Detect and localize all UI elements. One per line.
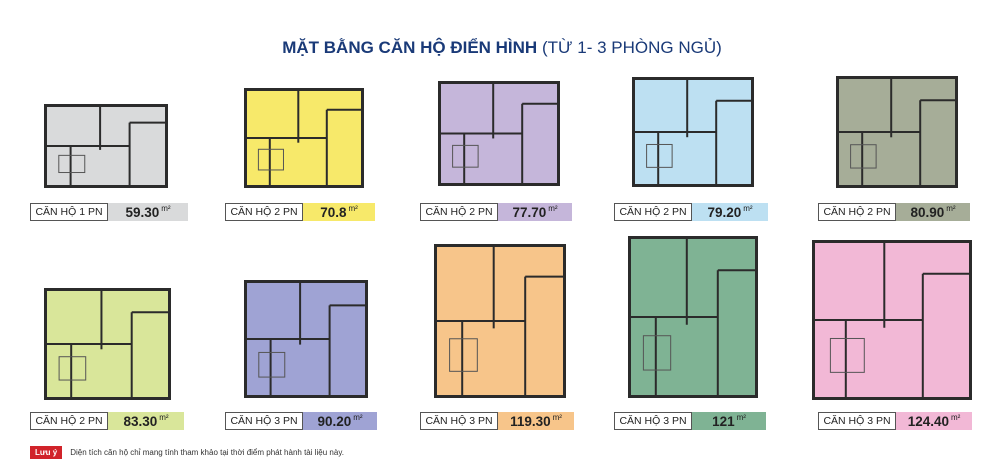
floor-plan-image (628, 236, 758, 398)
unit-name: CĂN HỘ 3 PN (818, 412, 896, 430)
unit-area: 79.20 (707, 204, 742, 220)
unit-label: CĂN HỘ 1 PN 59.30 m² (30, 203, 188, 221)
unit-label: CĂN HỘ 3 PN 90.20 m² (225, 412, 377, 430)
unit-label: CĂN HỘ 2 PN 79.20 m² (614, 203, 768, 221)
floor-plan-image (434, 244, 566, 398)
bed-shape (58, 356, 87, 381)
unit-label: CĂN HỘ 2 PN 77.70 m² (420, 203, 572, 221)
unit-area: 80.90 (910, 204, 945, 220)
bed-shape (642, 335, 672, 371)
unit-area: 90.20 (317, 413, 352, 429)
floor-plan-image (44, 288, 171, 400)
unit-suffix: m² (736, 412, 746, 422)
unit-suffix: m² (161, 203, 171, 213)
unit-area-box: 121 m² (692, 412, 766, 430)
unit-area-box: 70.8 m² (303, 203, 375, 221)
plan-walls (247, 283, 365, 395)
note-text: Diện tích căn hộ chỉ mang tính tham khảo… (70, 448, 344, 457)
floor-plan-image (836, 76, 958, 188)
unit-name: CĂN HỘ 2 PN (225, 203, 303, 221)
bed-shape (449, 338, 478, 372)
plan-walls (631, 239, 755, 395)
floor-plan-image (244, 280, 368, 398)
unit-area: 59.30 (125, 204, 160, 220)
floor-plan-image (244, 88, 364, 188)
unit-area: 121 (712, 413, 735, 429)
unit-suffix: m² (950, 412, 961, 422)
unit-label: CĂN HỘ 3 PN 121 m² (614, 412, 766, 430)
unit-area: 77.70 (512, 204, 547, 220)
unit-name: CĂN HỘ 3 PN (225, 412, 303, 430)
unit-suffix: m² (946, 203, 956, 213)
unit-suffix: m² (159, 412, 169, 422)
unit-area-box: 90.20 m² (303, 412, 377, 430)
page-title: MẶT BẰNG CĂN HỘ ĐIỂN HÌNH (TỪ 1- 3 PHÒNG… (0, 38, 1004, 58)
unit-name: CĂN HỘ 2 PN (614, 203, 692, 221)
unit-area-box: 83.30 m² (108, 412, 184, 430)
unit-area-box: 124.40 m² (896, 412, 972, 430)
unit-area-box: 79.20 m² (692, 203, 768, 221)
plan-walls (437, 247, 563, 395)
unit-label: CĂN HỘ 2 PN 70.8 m² (225, 203, 375, 221)
unit-name: CĂN HỘ 1 PN (30, 203, 108, 221)
unit-name: CĂN HỘ 2 PN (818, 203, 896, 221)
unit-suffix: m² (743, 203, 753, 213)
unit-area: 119.30 (510, 413, 551, 429)
unit-name: CĂN HỘ 3 PN (614, 412, 692, 430)
unit-name: CĂN HỘ 2 PN (30, 412, 108, 430)
unit-area-box: 77.70 m² (498, 203, 572, 221)
title-normal: (TỪ 1- 3 PHÒNG NGỦ) (541, 38, 722, 57)
bed-shape (452, 144, 479, 168)
floor-plan-image (44, 104, 168, 188)
plan-walls (247, 91, 361, 185)
unit-label: CĂN HỘ 2 PN 83.30 m² (30, 412, 184, 430)
plan-walls (441, 84, 557, 183)
unit-area: 124.40 (907, 413, 949, 429)
plan-walls (839, 79, 955, 185)
plan-walls (47, 291, 168, 397)
bed-shape (258, 351, 286, 378)
floor-plan-image (632, 77, 754, 187)
note-tag: Lưu ý (30, 446, 63, 459)
floor-plan-image (438, 81, 560, 186)
unit-suffix: m² (548, 203, 558, 213)
unit-suffix: m² (552, 412, 562, 422)
title-bold: MẶT BẰNG CĂN HỘ ĐIỂN HÌNH (282, 38, 538, 57)
unit-suffix: m² (348, 203, 358, 213)
bed-shape (257, 148, 284, 171)
unit-area-box: 80.90 m² (896, 203, 970, 221)
unit-label: CĂN HỘ 2 PN 80.90 m² (818, 203, 970, 221)
unit-label: CĂN HỘ 3 PN 124.40 m² (818, 412, 972, 430)
unit-area: 83.30 (123, 413, 158, 429)
plan-walls (635, 80, 751, 184)
disclaimer-note: Lưu ý Diện tích căn hộ chỉ mang tính tha… (30, 446, 344, 459)
bed-shape (646, 143, 673, 168)
unit-area-box: 59.30 m² (108, 203, 188, 221)
plan-walls (47, 107, 165, 185)
unit-name: CĂN HỘ 3 PN (420, 412, 498, 430)
unit-suffix: m² (353, 412, 363, 422)
bed-shape (850, 144, 877, 169)
bed-shape (58, 154, 86, 174)
floor-plan-image (812, 240, 972, 400)
plan-walls (815, 243, 969, 397)
bed-shape (829, 337, 865, 373)
unit-name: CĂN HỘ 2 PN (420, 203, 498, 221)
unit-area-box: 119.30 m² (498, 412, 574, 430)
unit-area: 70.8 (320, 204, 347, 220)
unit-label: CĂN HỘ 3 PN 119.30 m² (420, 412, 574, 430)
